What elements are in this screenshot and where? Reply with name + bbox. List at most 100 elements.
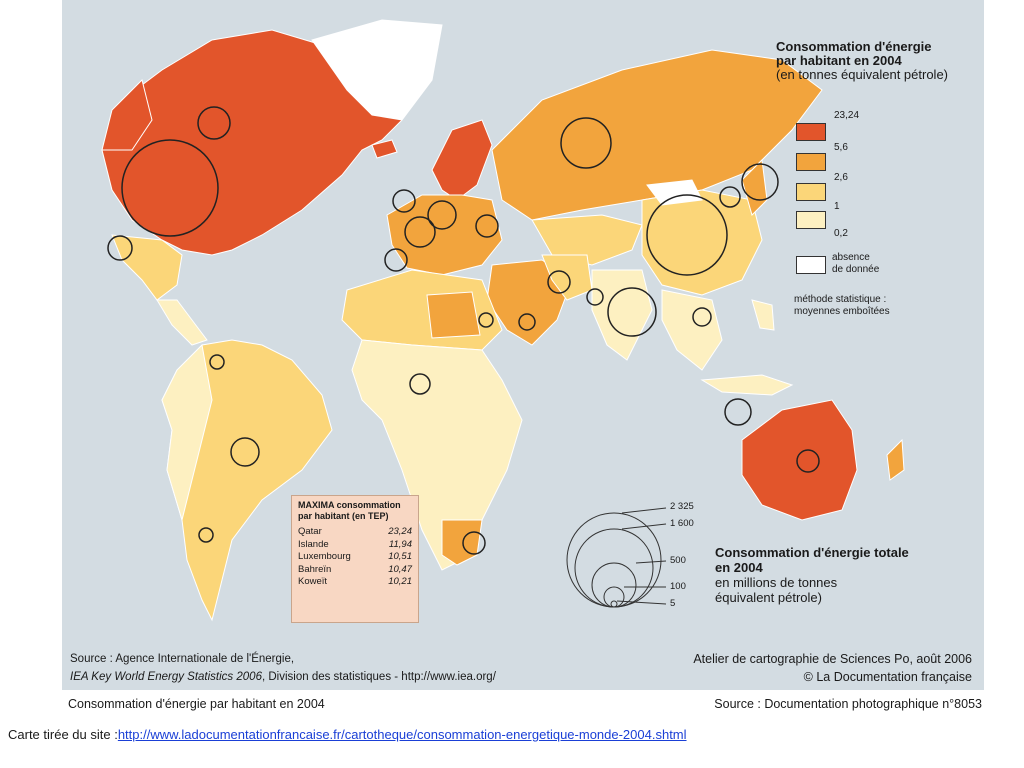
source-right-line2: © La Documentation française bbox=[803, 670, 972, 684]
region-western-europe bbox=[386, 194, 503, 276]
legend-swatch-3 bbox=[796, 183, 826, 201]
region-alaska bbox=[101, 79, 153, 151]
source-right-line1: Atelier de cartographie de Sciences Po, … bbox=[693, 652, 972, 666]
legend-swatch-no-data bbox=[796, 256, 826, 274]
region-mongolia bbox=[646, 179, 703, 206]
total-title-line2: en 2004 bbox=[715, 560, 763, 575]
circle-nigeria bbox=[409, 373, 431, 395]
circle-iran bbox=[547, 270, 571, 294]
legend-title: Consommation d'énergie par habitant en 2… bbox=[776, 40, 948, 82]
legend-title-line1: Consommation d'énergie bbox=[776, 39, 932, 54]
legend-label-2: 2,6 bbox=[834, 172, 848, 183]
circle-mexico bbox=[107, 235, 133, 261]
method-line2: moyennes emboîtées bbox=[794, 306, 890, 317]
circle-egypt bbox=[478, 312, 494, 328]
region-scandinavia bbox=[431, 119, 493, 201]
method-line1: méthode statistique : bbox=[794, 294, 887, 305]
circle-korea bbox=[719, 186, 741, 208]
region-japan bbox=[741, 158, 768, 216]
legend-swatch-2 bbox=[796, 153, 826, 171]
circle-japan bbox=[741, 163, 779, 201]
scale-label-5: 5 bbox=[670, 598, 676, 609]
circle-uk bbox=[392, 189, 416, 213]
circle-brazil bbox=[230, 437, 260, 467]
circle-venezuela bbox=[209, 354, 225, 370]
source-left: Source : Agence Internationale de l'Éner… bbox=[70, 650, 496, 686]
scale-label-1600: 1 600 bbox=[670, 518, 694, 529]
maxima-title: MAXIMA consommation par habitant (en TEP… bbox=[298, 500, 412, 522]
maxima-row: Qatar 23,24 bbox=[298, 526, 412, 539]
region-andes bbox=[161, 343, 213, 522]
scale-circle-2325 bbox=[566, 512, 662, 608]
circle-india bbox=[607, 287, 657, 337]
region-australia bbox=[741, 399, 858, 521]
caption-bar: Consommation d'énergie par habitant en 2… bbox=[62, 690, 984, 718]
credit-link[interactable]: http://www.ladocumentationfrancaise.fr/c… bbox=[117, 727, 687, 742]
region-north-america bbox=[101, 29, 403, 256]
circle-saudi bbox=[518, 313, 536, 331]
legend-swatch-4 bbox=[796, 211, 826, 229]
total-sub-line2: équivalent pétrole) bbox=[715, 590, 822, 605]
maxima-country: Koweït bbox=[298, 576, 328, 587]
total-scale-graphic bbox=[566, 507, 667, 608]
source-left-rest: , Division des statistiques - http://www… bbox=[261, 671, 496, 683]
region-indonesia bbox=[700, 374, 794, 396]
region-iceland bbox=[371, 139, 398, 159]
maxima-title-line2: par habitant (en TEP) bbox=[298, 511, 389, 521]
circle-germany bbox=[427, 200, 457, 230]
maxima-row: Islande 11,94 bbox=[298, 539, 412, 552]
circle-spain bbox=[384, 248, 408, 272]
maxima-country: Islande bbox=[298, 538, 329, 550]
region-new-zealand bbox=[886, 438, 905, 481]
maxima-value: 23,24 bbox=[388, 526, 412, 537]
circle-canada bbox=[197, 106, 231, 140]
region-russia bbox=[491, 49, 823, 221]
source-right: Atelier de cartographie de Sciences Po, … bbox=[632, 650, 972, 686]
circle-indonesia bbox=[724, 398, 752, 426]
maxima-value: 10,21 bbox=[388, 576, 412, 587]
credit-line: Carte tirée du site :http://www.ladocume… bbox=[8, 726, 708, 744]
maxima-row: Luxembourg 10,51 bbox=[298, 551, 412, 564]
no-data-line1: absence bbox=[832, 252, 870, 263]
source-left-line1: Source : Agence Internationale de l'Éner… bbox=[70, 653, 295, 665]
legend-method-note: méthode statistique : moyennes emboîtées bbox=[794, 294, 890, 318]
legend-label-3: 1 bbox=[834, 201, 840, 212]
circle-china bbox=[646, 194, 728, 276]
legend-subtitle: (en tonnes équivalent pétrole) bbox=[776, 67, 949, 82]
land-masses bbox=[101, 19, 905, 622]
region-india bbox=[591, 269, 653, 361]
scale-label-2325: 2 325 bbox=[670, 501, 694, 512]
circle-thailand bbox=[692, 307, 712, 327]
total-title-line1: Consommation d'énergie totale bbox=[715, 545, 909, 560]
map-panel: Consommation d'énergie par habitant en 2… bbox=[62, 0, 984, 690]
scale-circle-1600 bbox=[574, 528, 654, 608]
legend-label-4: 0,2 bbox=[834, 228, 848, 239]
total-sub-line1: en millions de tonnes bbox=[715, 575, 838, 590]
maxima-title-line1: MAXIMA consommation bbox=[298, 500, 401, 510]
circle-usa bbox=[121, 139, 219, 237]
region-china bbox=[641, 189, 763, 296]
legend-label-1: 5,6 bbox=[834, 142, 848, 153]
maxima-value: 10,51 bbox=[388, 551, 412, 562]
region-libya bbox=[426, 291, 481, 339]
caption-right: Source : Documentation photographique n°… bbox=[714, 697, 982, 711]
circle-south-africa bbox=[462, 531, 486, 555]
consumption-circles bbox=[107, 106, 820, 555]
maxima-table: MAXIMA consommation par habitant (en TEP… bbox=[291, 495, 419, 623]
region-north-africa bbox=[341, 269, 503, 351]
legend-title-line2: par habitant en 2004 bbox=[776, 53, 902, 68]
circle-france bbox=[404, 216, 436, 248]
maxima-value: 11,94 bbox=[388, 538, 412, 550]
region-philippines bbox=[751, 299, 775, 331]
circle-ukraine bbox=[475, 214, 499, 238]
circle-pakistan bbox=[586, 288, 604, 306]
circle-argentina bbox=[198, 527, 214, 543]
scale-circle-500 bbox=[591, 562, 637, 608]
maxima-value: 10,47 bbox=[388, 563, 412, 575]
region-central-america bbox=[156, 299, 208, 346]
maxima-country: Bahreïn bbox=[298, 563, 332, 575]
maxima-country: Luxembourg bbox=[298, 551, 351, 562]
scale-circle-5 bbox=[610, 600, 618, 608]
region-southeast-asia bbox=[661, 289, 723, 371]
maxima-row: Bahreïn 10,47 bbox=[298, 564, 412, 577]
